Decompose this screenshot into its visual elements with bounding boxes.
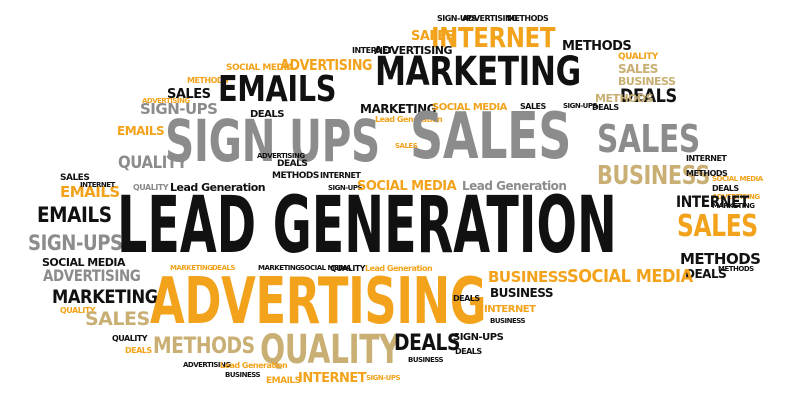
word-quality-lower-large: QUALITY <box>260 327 401 373</box>
word-quality-lower-left: QUALITY <box>60 306 96 315</box>
word-social-media-lower-left: SOCIAL MEDIA <box>42 256 126 269</box>
word-internet-right: INTERNET <box>686 154 727 163</box>
word-sales-large: SALES <box>410 100 572 174</box>
lead-generation-headline: LEAD GENERATION <box>117 181 617 271</box>
word-lead-generation-center: Lead Generation <box>462 179 567 193</box>
word-marketing-small-lower: MARKETING <box>170 264 213 272</box>
word-lead-generation-lower: Lead Generation <box>365 264 433 273</box>
word-methods-right-3: METHODS <box>718 265 754 273</box>
word-advertising-top-left: ADVERTISING <box>280 56 373 74</box>
word-emails-left: EMAILS <box>117 124 165 138</box>
word-internet-bottom: INTERNET <box>298 371 367 386</box>
word-deals-top-right: DEALS <box>620 85 677 107</box>
word-marketing-tiny-lower: MARKETING <box>258 264 301 272</box>
word-lead-generation-left: Lead Generation <box>170 181 266 194</box>
word-marketing-mid: MARKETING <box>360 102 437 116</box>
word-social-media-far-right: SOCIAL MEDIA <box>712 175 763 183</box>
word-advertising-small-top: ADVERTISING <box>374 44 453 57</box>
word-social-media-mid: SOCIAL MEDIA <box>432 102 507 113</box>
word-methods-far-right: METHODS <box>686 169 728 178</box>
word-advertising-large: ADVERTISING <box>150 265 487 339</box>
word-deals-right-large: SALES <box>597 117 700 161</box>
word-sales-left: SALES <box>167 87 211 102</box>
word-methods-lower: METHODS <box>153 334 255 359</box>
word-methods-right: METHODS <box>595 92 654 105</box>
word-sales-top-right: SALES <box>618 62 658 76</box>
word-advertising-far-right: ADVERTISING <box>712 193 760 201</box>
word-methods-right-2: METHODS <box>680 250 761 268</box>
word-emails-far-left: EMAILS <box>60 183 120 201</box>
word-lead-generation-tiny: Lead Generation <box>375 115 443 124</box>
word-deals-mid: DEALS <box>250 109 284 120</box>
word-sign-ups-top: SIGN-UPS <box>437 14 477 23</box>
word-internet-mid: INTERNET <box>320 171 361 180</box>
word-advertising-tiny: ADVERTISING <box>142 97 190 105</box>
word-methods-top-right: METHODS <box>562 39 632 54</box>
word-business-lower: BUSINESS <box>488 268 568 286</box>
word-deals-lower-4: DEALS <box>455 347 482 356</box>
word-deals-mid-left: DEALS <box>277 159 308 169</box>
word-sales-mid-small: SALES <box>395 142 418 150</box>
word-emails-far-left-2: EMAILS <box>37 203 112 227</box>
word-internet-top: INTERNET <box>431 21 556 54</box>
word-marketing-far-right: MARKETING <box>712 202 755 210</box>
word-social-media-center: SOCIAL MEDIA <box>357 179 457 194</box>
word-deals-tiny: DEALS <box>592 103 619 112</box>
word-advertising-small-lower: DEALS <box>212 264 236 272</box>
word-social-media-lower: SOCIAL MEDIA <box>567 266 693 287</box>
word-sign-ups-mid: SIGN-UPS <box>328 184 363 192</box>
word-internet-lower: QUALITY <box>330 264 366 273</box>
word-quality-left: QUALITY <box>118 153 188 173</box>
word-marketing-lower: MARKETING <box>52 286 158 308</box>
word-advertising-mid-left: ADVERTISING <box>257 152 305 160</box>
word-sign-ups-far-left: SIGN-UPS <box>28 231 123 255</box>
word-business-lower-2: BUSINESS <box>490 286 553 300</box>
word-methods-mid: METHODS <box>272 171 319 181</box>
word-advertising-top: ADVERTISING <box>462 14 518 23</box>
word-lead-generation-lower-2: Lead Generation <box>220 361 288 370</box>
word-internet-small-top: INTERNET <box>352 46 393 55</box>
word-business-bottom: BUSINESS <box>408 356 444 364</box>
word-sign-ups-tiny: SIGN-UPS <box>563 102 598 110</box>
word-sales-far-left: SALES <box>60 173 90 183</box>
word-methods-top-left: METHODS <box>187 76 229 85</box>
word-deals-lower: DEALS <box>453 294 480 303</box>
word-sign-ups-lower: SIGN-UPS <box>453 332 504 343</box>
word-business-lower-3: BUSINESS <box>490 317 526 325</box>
word-quality-lower-2: QUALITY <box>112 334 148 343</box>
word-quality-top-right: QUALITY <box>618 52 658 62</box>
word-emails-large: EMAILS <box>218 69 337 110</box>
word-methods-top: METHODS <box>507 14 549 23</box>
word-sign-ups-bottom: SIGN-UPS <box>366 374 401 382</box>
word-sign-ups-large: SIGN UPS <box>165 107 380 175</box>
word-internet-lower-2: INTERNET <box>484 304 536 315</box>
word-sales-top: SALES <box>411 29 455 44</box>
word-business-right: BUSINESS <box>597 161 710 191</box>
word-deals-right-2: DEALS <box>685 267 727 281</box>
word-advertising-lower-left: ADVERTISING <box>43 266 141 285</box>
word-sales-right-large: SALES <box>677 209 758 244</box>
word-deals-lower-2: DEALS <box>125 346 152 355</box>
word-deals-far-right: DEALS <box>712 184 739 193</box>
word-sign-ups-left: SIGN-UPS <box>140 100 218 118</box>
word-internet-far-left: INTERNET <box>80 181 115 189</box>
word-social-media-top-left: SOCIAL MEDIA <box>226 63 293 73</box>
word-emails-bottom: EMAILS <box>266 376 301 386</box>
word-business-lower-4: BUSINESS <box>225 371 261 379</box>
word-social-media-tiny-lower: SOCIAL MEDIA <box>300 264 351 272</box>
word-quality-small: QUALITY <box>133 183 169 192</box>
word-advertising-lower-small: ADVERTISING <box>183 361 231 369</box>
word-marketing-large: MARKETING <box>375 49 581 95</box>
word-business-top-right: BUSINESS <box>618 75 676 88</box>
word-internet-right-2: INTERNET <box>676 192 749 211</box>
word-sales-lower-left: SALES <box>85 308 150 330</box>
word-sales-tiny: SALES <box>520 102 546 111</box>
word-deals-lower-3: DEALS <box>394 331 461 356</box>
